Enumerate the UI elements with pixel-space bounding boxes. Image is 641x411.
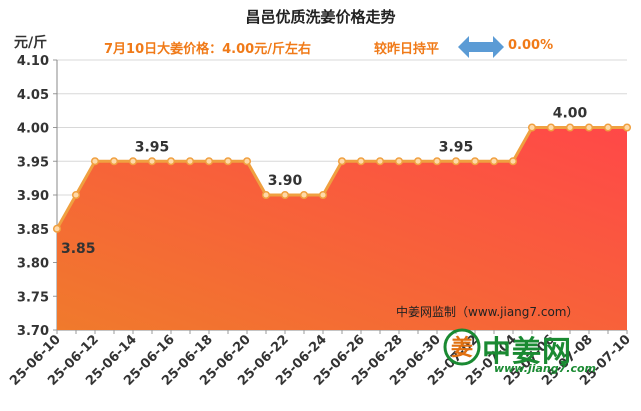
data-label: 3.85: [61, 241, 96, 257]
y-tick-label: 4.00: [17, 122, 49, 137]
y-tick-label: 3.90: [17, 189, 49, 204]
data-point: [527, 123, 537, 132]
data-point: [166, 157, 176, 166]
data-point: [375, 157, 385, 166]
y-tick-label: 3.85: [17, 223, 49, 238]
logo-mark: 姜: [451, 335, 473, 361]
data-point: [318, 190, 328, 200]
data-point: [185, 157, 195, 166]
data-point: [432, 157, 442, 166]
data-point: [337, 157, 347, 166]
data-point: [261, 190, 271, 200]
chart-title: 昌邑优质洗姜价格走势: [245, 8, 396, 26]
y-tick-label: 4.05: [17, 88, 49, 103]
y-tick-label: 3.95: [17, 155, 49, 170]
data-point: [413, 157, 423, 166]
y-unit-label: 元/斤: [14, 35, 48, 51]
y-tick-label: 3.75: [17, 290, 49, 305]
data-point: [109, 157, 119, 166]
data-point: [147, 157, 157, 166]
source-note: 中姜网监制（www.jiang7.com）: [396, 305, 579, 319]
data-point: [508, 157, 518, 166]
data-point: [356, 157, 366, 166]
data-point: [451, 157, 461, 166]
data-label: 3.95: [439, 139, 474, 155]
data-label: 3.90: [268, 173, 303, 189]
data-point: [52, 224, 62, 233]
data-point: [299, 190, 309, 200]
y-tick-label: 3.70: [17, 324, 49, 339]
data-point: [242, 157, 252, 166]
y-tick-label: 3.80: [17, 257, 49, 272]
y-tick-label: 4.10: [17, 54, 49, 69]
data-point: [546, 123, 556, 132]
change-percent: 0.00%: [508, 38, 554, 53]
data-point: [489, 157, 499, 166]
double-arrow-icon: [458, 36, 504, 58]
data-point: [280, 190, 290, 200]
data-point: [565, 123, 575, 132]
compare-text: 较昨日持平: [374, 42, 440, 57]
data-label: 4.00: [553, 106, 588, 122]
data-point: [71, 190, 81, 200]
data-point: [204, 157, 214, 166]
data-point: [128, 157, 138, 166]
logo-name: 中姜网: [482, 334, 573, 368]
data-point: [470, 157, 480, 166]
data-point: [90, 157, 100, 166]
data-point: [223, 157, 233, 166]
logo-url: www.jiang7.com: [494, 362, 597, 375]
data-point: [584, 123, 594, 132]
data-point: [603, 123, 613, 132]
data-point: [394, 157, 404, 166]
data-point: [622, 123, 632, 132]
price-area: [57, 127, 627, 330]
data-label: 3.95: [135, 139, 170, 155]
ginger-logo-icon: 姜: [443, 328, 481, 366]
price-info: 7月10日大姜价格：4.00元/斤左右: [104, 42, 311, 57]
